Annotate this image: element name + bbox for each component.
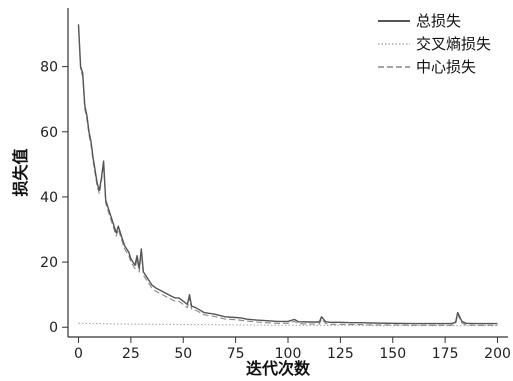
x-tick-label: 200	[484, 346, 511, 362]
series-layer	[77, 24, 498, 327]
y-tick-label: 0	[49, 320, 58, 336]
x-tick-label: 0	[74, 346, 83, 362]
x-tick-label: 100	[275, 346, 302, 362]
y-tick-label: 60	[40, 125, 58, 141]
x-tick-label: 175	[432, 346, 459, 362]
y-tick-label: 40	[40, 190, 58, 206]
x-tick-label: 125	[327, 346, 354, 362]
x-tick-label: 50	[174, 346, 192, 362]
legend-label: 总损失	[416, 12, 461, 30]
legend-label: 中心损失	[416, 58, 476, 76]
x-tick-label: 75	[227, 346, 245, 362]
chart-axes: 0 25 50 75 100 125 150 175 200 0 20 40 60 80	[40, 8, 511, 362]
y-tick-label: 20	[40, 255, 58, 271]
y-axis-title: 损失值	[11, 148, 30, 196]
x-tick-label: 150	[379, 346, 406, 362]
series-line-1	[77, 24, 498, 325]
x-axis-title: 迭代次数	[246, 359, 311, 378]
x-tick-label: 25	[122, 346, 140, 362]
legend-label: 交叉熵损失	[416, 35, 491, 53]
y-tick-label: 80	[40, 60, 58, 76]
